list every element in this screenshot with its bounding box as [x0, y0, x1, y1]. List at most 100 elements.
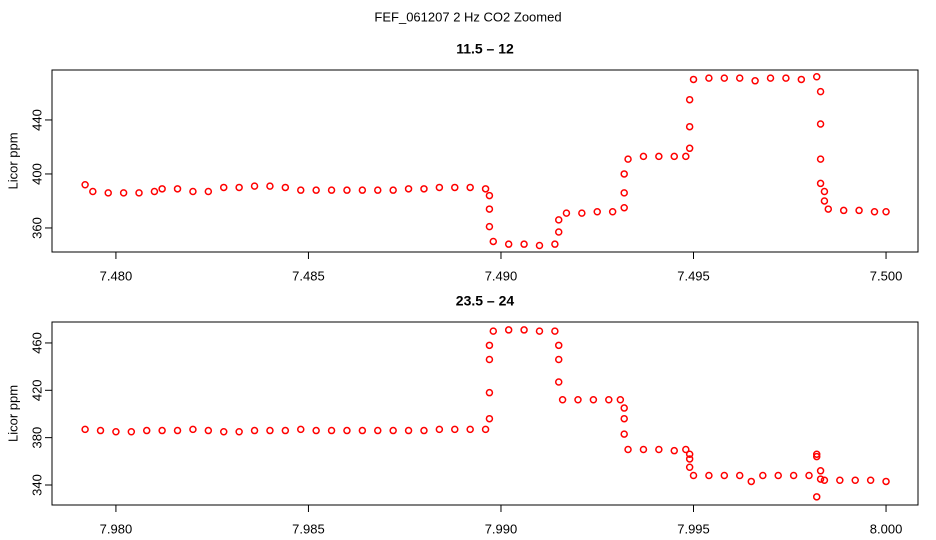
- data-point: [685, 95, 694, 104]
- data-point: [689, 75, 698, 84]
- data-point: [358, 186, 367, 194]
- data-point: [96, 426, 105, 435]
- data-point: [805, 471, 813, 480]
- data-point: [485, 205, 494, 213]
- panel-title: 23.5 – 24: [456, 293, 515, 309]
- data-point: [327, 186, 336, 194]
- data-point: [685, 144, 694, 153]
- data-point: [150, 187, 159, 196]
- data-point: [812, 493, 821, 501]
- data-point: [204, 426, 213, 435]
- data-point: [466, 183, 474, 192]
- data-point: [554, 341, 563, 350]
- data-point: [404, 185, 413, 193]
- x-tick-label: 8.000: [870, 521, 903, 536]
- data-point: [682, 445, 690, 454]
- data-point: [685, 450, 694, 458]
- data-point: [816, 155, 825, 163]
- x-tick-label: 7.495: [677, 268, 710, 283]
- data-point: [504, 326, 513, 334]
- data-point: [551, 327, 559, 335]
- data-point: [135, 189, 143, 197]
- data-point: [358, 426, 367, 435]
- data-point: [851, 476, 859, 485]
- data-point: [689, 471, 698, 480]
- data-point: [250, 426, 259, 435]
- data-point: [466, 425, 474, 434]
- data-point: [605, 396, 613, 404]
- data-point: [374, 186, 382, 194]
- data-point: [620, 414, 628, 423]
- data-point: [578, 209, 586, 217]
- data-point: [774, 471, 782, 480]
- data-point: [420, 426, 428, 435]
- data-point: [554, 216, 563, 224]
- data-point: [485, 388, 494, 397]
- data-point: [639, 445, 648, 454]
- data-point: [266, 182, 274, 190]
- data-point: [389, 426, 397, 435]
- y-axis-label: Licor ppm: [5, 132, 20, 189]
- data-point: [112, 427, 120, 436]
- data-point: [504, 240, 513, 248]
- data-point: [404, 426, 413, 435]
- panel-title: 11.5 – 12: [456, 41, 514, 57]
- data-point: [235, 183, 243, 192]
- plot-frame: [51, 69, 919, 253]
- data-point: [343, 186, 351, 194]
- data-point: [751, 77, 759, 85]
- data-point: [520, 240, 528, 248]
- data-point: [747, 477, 756, 486]
- data-point: [789, 471, 798, 480]
- data-point: [685, 463, 694, 471]
- data-point: [620, 189, 628, 197]
- data-point: [435, 183, 444, 192]
- data-point: [485, 191, 494, 200]
- data-point: [816, 179, 825, 188]
- data-point: [219, 183, 228, 192]
- y-tick-label: 360: [29, 217, 44, 239]
- data-point: [620, 203, 628, 212]
- data-point: [173, 185, 182, 193]
- data-point: [535, 241, 544, 250]
- data-point: [616, 396, 625, 404]
- data-point: [266, 426, 274, 435]
- data-point: [520, 326, 528, 334]
- data-point: [219, 427, 228, 436]
- data-point: [189, 187, 197, 196]
- data-point: [766, 74, 775, 82]
- data-point: [685, 122, 694, 131]
- plot-frame: [51, 321, 919, 506]
- y-tick-label: 420: [29, 379, 44, 401]
- data-point: [173, 426, 182, 435]
- data-point: [189, 425, 197, 434]
- y-tick-label: 440: [29, 109, 44, 131]
- data-point: [735, 74, 744, 82]
- x-tick-label: 7.990: [485, 521, 518, 536]
- data-point: [535, 327, 544, 335]
- data-point: [655, 152, 663, 161]
- data-point: [705, 74, 713, 82]
- x-tick-label: 7.995: [677, 521, 710, 536]
- data-point: [81, 425, 89, 434]
- data-point: [593, 208, 601, 216]
- y-tick-label: 460: [29, 332, 44, 354]
- data-point: [882, 477, 890, 486]
- data-point: [870, 208, 879, 216]
- data-point: [389, 186, 397, 194]
- data-point: [855, 206, 863, 215]
- data-point: [836, 476, 844, 485]
- data-point: [812, 450, 821, 458]
- data-point: [574, 396, 582, 404]
- data-point: [489, 327, 498, 335]
- data-point: [624, 445, 632, 454]
- data-point: [705, 471, 713, 480]
- data-point: [620, 404, 628, 412]
- data-point: [682, 152, 690, 161]
- data-point: [812, 452, 821, 461]
- data-point: [281, 183, 290, 192]
- y-tick-label: 340: [29, 474, 44, 496]
- data-point: [489, 237, 498, 246]
- data-point: [81, 181, 89, 189]
